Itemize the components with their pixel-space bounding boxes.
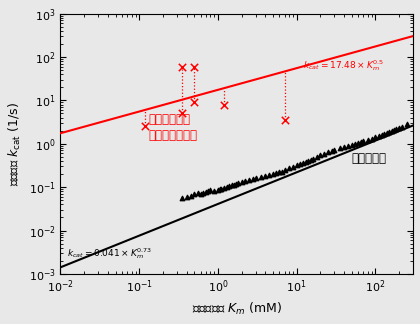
Point <box>320 151 327 156</box>
Point <box>215 188 221 193</box>
Point <box>281 168 288 173</box>
Point <box>231 183 237 188</box>
Point <box>297 162 303 167</box>
Point <box>396 125 402 131</box>
Point <box>228 182 235 187</box>
Point <box>273 170 280 175</box>
Point <box>276 169 283 174</box>
Point <box>302 160 309 165</box>
Point <box>226 184 233 189</box>
Point <box>179 196 186 201</box>
Point <box>294 163 300 168</box>
Point <box>345 143 352 148</box>
Point <box>218 186 225 191</box>
Point <box>317 153 324 158</box>
Point <box>216 187 223 192</box>
Point <box>191 192 198 197</box>
Point <box>310 156 316 162</box>
Point <box>372 135 379 140</box>
Point <box>325 149 331 155</box>
Point <box>191 100 198 105</box>
Point <box>270 172 276 177</box>
Point <box>352 141 358 146</box>
Text: $k_{cat} = 0.041 \times K_m^{0.73}$: $k_{cat} = 0.041 \times K_m^{0.73}$ <box>67 246 152 261</box>
Point <box>197 191 204 196</box>
Point <box>383 130 390 135</box>
Point <box>183 194 190 199</box>
Point <box>252 175 259 180</box>
Point <box>368 136 375 142</box>
Point <box>392 126 399 132</box>
Point <box>404 122 410 127</box>
Point <box>313 155 320 160</box>
Point <box>238 179 245 185</box>
Point <box>381 131 388 136</box>
Point <box>281 118 288 123</box>
Point <box>187 193 194 199</box>
Point <box>211 189 218 194</box>
X-axis label: 基質親和性 $K_m$ (mM): 基質親和性 $K_m$ (mM) <box>192 301 282 317</box>
Point <box>257 175 264 180</box>
Point <box>179 111 186 116</box>
Point <box>207 187 214 192</box>
Point <box>286 165 292 170</box>
Text: セルラーゼ: セルラーゼ <box>352 152 387 165</box>
Point <box>179 64 186 69</box>
Point <box>205 188 212 193</box>
Point <box>331 147 338 153</box>
Point <box>200 190 207 195</box>
Point <box>262 174 269 179</box>
Point <box>336 145 343 151</box>
Point <box>357 139 364 145</box>
Point <box>305 159 312 164</box>
Point <box>365 138 371 143</box>
Point <box>142 124 149 129</box>
Point <box>390 127 397 133</box>
Point <box>290 164 297 169</box>
Point <box>278 170 285 175</box>
Point <box>233 181 239 187</box>
Point <box>246 177 253 182</box>
Y-axis label: 最大活性 $k_\mathrm{cat}$ (1/s): 最大活性 $k_\mathrm{cat}$ (1/s) <box>7 102 23 186</box>
Point <box>307 158 314 163</box>
Point <box>223 185 230 190</box>
Point <box>328 148 335 153</box>
Point <box>341 144 347 149</box>
Point <box>221 102 228 107</box>
Point <box>221 185 228 190</box>
Point <box>194 191 201 196</box>
Text: ホスホセリン
ホスファターゼ: ホスホセリン ホスファターゼ <box>148 113 197 142</box>
Point <box>375 133 382 139</box>
Point <box>241 179 248 184</box>
Point <box>250 176 257 181</box>
Point <box>299 160 306 166</box>
Point <box>266 173 273 178</box>
Point <box>388 128 395 133</box>
Point <box>191 64 198 69</box>
Point <box>360 139 367 144</box>
Point <box>235 180 242 186</box>
Point <box>349 142 355 147</box>
Point <box>378 132 385 137</box>
Point <box>202 189 209 194</box>
Text: $k_{cat} = 17.48 \times K_m^{0.5}$: $k_{cat} = 17.48 \times K_m^{0.5}$ <box>303 58 384 73</box>
Point <box>386 129 393 134</box>
Point <box>354 140 361 145</box>
Point <box>399 124 406 129</box>
